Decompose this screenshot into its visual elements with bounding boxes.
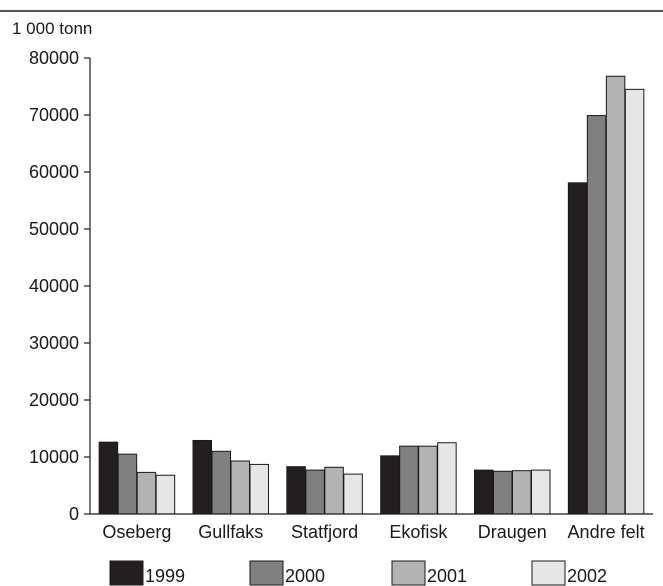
category-labels: Oseberg Gullfaks Statfjord Ekofisk Draugen An… — [102, 522, 644, 542]
bar-ekofisk-2002 — [437, 442, 457, 515]
bar-gullfaks-2002 — [249, 463, 269, 515]
x-category-label: Statfjord — [291, 522, 358, 542]
legend: 1999 2000 2001 2002 — [109, 560, 607, 586]
y-tick-label: 0 — [69, 504, 79, 524]
legend-swatch-2000 — [249, 560, 284, 586]
legend-label: 1999 — [145, 566, 185, 586]
bar-statfjord-2000 — [305, 469, 325, 515]
bar-ekofisk-2001 — [418, 445, 438, 515]
y-tick-label: 40000 — [29, 276, 79, 296]
legend-label: 2000 — [285, 566, 325, 586]
bar-ekofisk-2000 — [399, 445, 419, 515]
bar-oseberg-2000 — [117, 453, 138, 515]
legend-swatch-2002 — [531, 560, 566, 586]
x-category-label: Ekofisk — [389, 522, 448, 542]
bar-andre-felt-2002 — [624, 88, 645, 515]
bar-gullfaks-2000 — [211, 450, 231, 515]
y-tick-label: 30000 — [29, 333, 79, 353]
unit-label: 1 000 tonn — [12, 19, 92, 38]
y-tick-label: 50000 — [29, 219, 79, 239]
legend-label: 2001 — [427, 566, 467, 586]
bar-gullfaks-1999 — [192, 439, 212, 515]
bar-statfjord-2002 — [343, 473, 363, 515]
bar-draugen-1999 — [474, 469, 494, 515]
bar-gullfaks-2001 — [230, 460, 250, 515]
bar-oseberg-1999 — [98, 441, 119, 515]
bar-draugen-2001 — [512, 470, 532, 515]
x-category-label: Oseberg — [102, 522, 171, 542]
x-category-label: Gullfaks — [198, 522, 263, 542]
bar-oseberg-2001 — [136, 471, 157, 515]
bar-statfjord-1999 — [286, 466, 306, 515]
legend-swatch-1999 — [109, 560, 144, 586]
y-tick-label: 60000 — [29, 162, 79, 182]
bar-ekofisk-1999 — [380, 455, 400, 515]
y-axis-ticks: 0 10000 20000 30000 40000 50000 60000 70000 8000… — [29, 48, 90, 524]
bar-oseberg-2002 — [155, 474, 176, 515]
y-tick-label: 20000 — [29, 390, 79, 410]
x-category-label: Draugen — [478, 522, 547, 542]
y-tick-label: 80000 — [29, 48, 79, 68]
legend-swatch-2001 — [391, 560, 426, 586]
y-tick-label: 10000 — [29, 447, 79, 467]
x-category-label: Andre felt — [568, 522, 645, 542]
bar-draugen-2000 — [493, 470, 513, 515]
bar-statfjord-2001 — [324, 466, 344, 515]
bar-draugen-2002 — [531, 469, 551, 515]
bar-andre-felt-1999 — [567, 182, 588, 515]
bar-andre-felt-2001 — [605, 75, 626, 515]
legend-label: 2002 — [567, 566, 607, 586]
bar-andre-felt-2000 — [586, 115, 607, 515]
bars — [98, 75, 645, 515]
y-tick-label: 70000 — [29, 105, 79, 125]
